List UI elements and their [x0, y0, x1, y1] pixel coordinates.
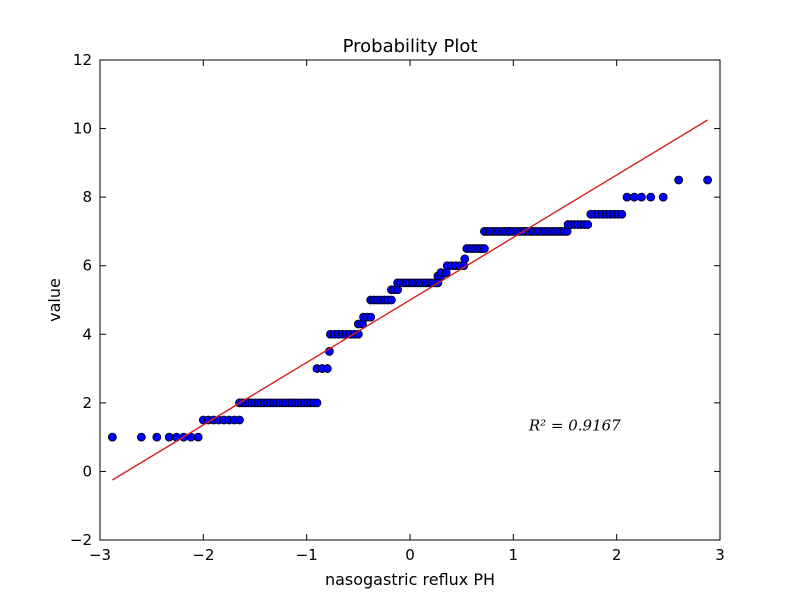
data-point [646, 192, 656, 202]
x-tick-label: 1 [509, 546, 519, 564]
data-point [136, 432, 146, 442]
data-point [235, 415, 244, 425]
data-point [164, 432, 174, 442]
y-tick-label: 6 [82, 257, 92, 275]
data-point [312, 398, 322, 408]
y-tick-label: 10 [73, 120, 92, 138]
x-tick-label: 0 [405, 546, 415, 564]
data-point [583, 220, 593, 229]
data-point [460, 254, 470, 264]
x-tick-label: 3 [715, 546, 725, 564]
y-tick-label: 4 [82, 325, 92, 343]
x-tick-label: −1 [296, 546, 318, 564]
data-point [622, 192, 632, 202]
data-point [366, 312, 376, 322]
data-point [703, 175, 712, 185]
y-tick-label: 12 [73, 51, 92, 69]
data-point [674, 175, 684, 185]
y-axis-label: value [45, 278, 64, 322]
x-axis-label: nasogastric reflux PH [325, 570, 495, 589]
x-tick-label: −3 [89, 546, 111, 564]
data-point [386, 295, 396, 305]
fit-line [112, 119, 708, 481]
data-point [617, 209, 627, 219]
data-point [193, 432, 203, 442]
chart-title: Probability Plot [343, 36, 478, 57]
x-tick-label: 2 [612, 546, 622, 564]
data-point [322, 364, 332, 373]
data-point [479, 244, 489, 253]
data-point [637, 192, 646, 202]
y-tick-label: 8 [82, 188, 92, 206]
plot-area: R² = 0.9167 [108, 119, 712, 481]
y-tick-label: 0 [82, 462, 92, 480]
y-tick-label: −2 [70, 531, 92, 549]
data-point [629, 192, 639, 202]
y-tick-label: 2 [82, 394, 92, 412]
data-point [108, 432, 117, 442]
data-point [152, 432, 162, 442]
r-squared-annotation: R² = 0.9167 [528, 416, 621, 434]
data-point [658, 192, 668, 202]
x-tick-label: −2 [192, 546, 214, 564]
